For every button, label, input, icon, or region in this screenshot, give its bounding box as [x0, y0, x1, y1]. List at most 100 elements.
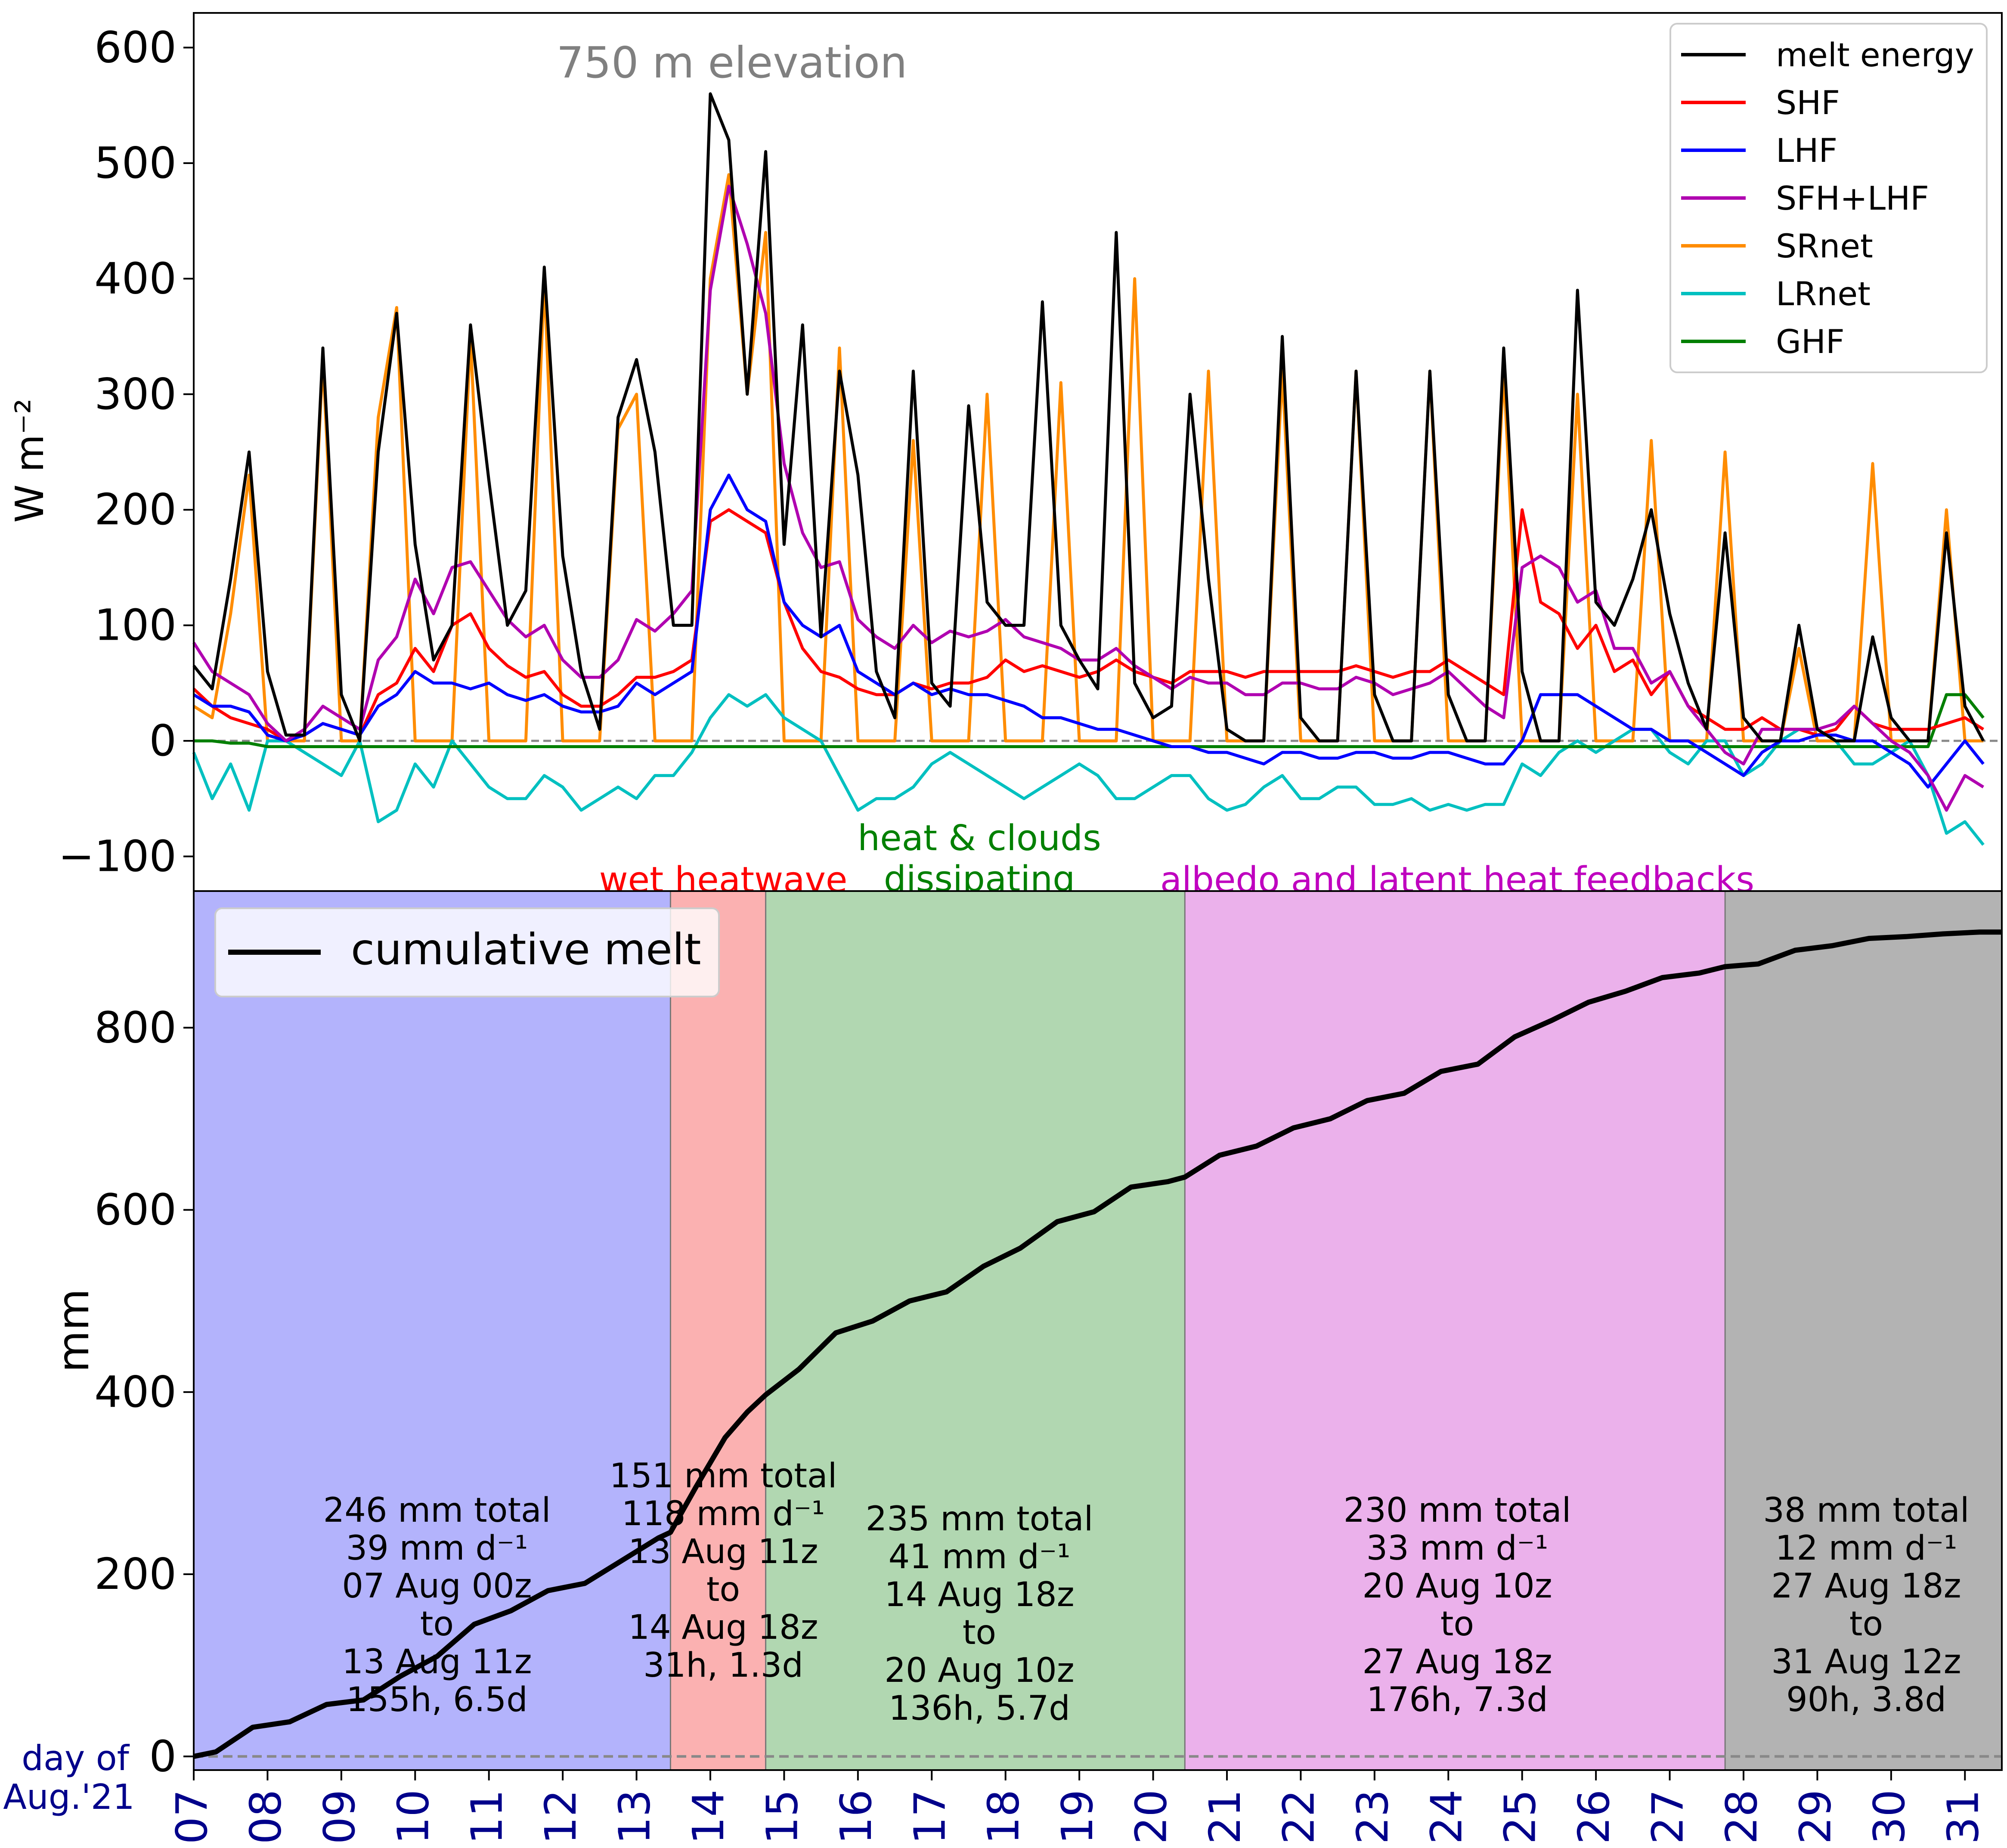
xtick-label: 10 [388, 1789, 438, 1844]
legend-top: melt energy SHF LHF SFH+LHF SRnet LRnet GHF [1669, 23, 1988, 373]
period-summary-line: 33 mm d⁻¹ [1366, 1529, 1549, 1568]
period-summary-line: 20 Aug 10z [1362, 1567, 1552, 1606]
xtick-label: 18 [979, 1789, 1029, 1844]
period-summary-line: 13 Aug 11z [342, 1643, 532, 1681]
period-summary-0: 246 mm total 39 mm d⁻¹ 07 Aug 00z to 13 Aug … [323, 1491, 551, 1719]
series-lrnet [192, 693, 1985, 846]
ytick-label-bottom: 400 [94, 1367, 177, 1417]
period-summary-line: to [706, 1570, 740, 1609]
bottom-frame [193, 890, 2003, 1771]
period-summary-line: 38 mm total [1763, 1491, 1969, 1530]
cumulative-melt-panel: 246 mm total 39 mm d⁻¹ 07 Aug 00z to 13 Aug … [3, 890, 2003, 1844]
ytick-label-bottom: 800 [94, 1002, 177, 1052]
period-summary-1: 151 mm total 118 mm d⁻¹ 13 Aug 11z to 14 Aug… [610, 1457, 837, 1685]
period-band-3 [1185, 891, 1725, 1770]
ytick-label-top: 300 [94, 369, 177, 419]
xtick-label: 07 [167, 1789, 217, 1844]
legend-label-cumulative-melt: cumulative melt [351, 924, 701, 975]
period-summary-line: 31 Aug 12z [1771, 1643, 1961, 1681]
xlabel-line-1: day of [22, 1738, 130, 1778]
period-summary-line: 07 Aug 00z [342, 1567, 532, 1606]
ytick-label-top: 500 [94, 138, 177, 188]
period-summary-line: to [963, 1613, 996, 1652]
xtick-label: 23 [1347, 1789, 1398, 1844]
period-summary-line: 155h, 6.5d [346, 1681, 527, 1719]
ytick-label-top: −100 [58, 831, 177, 881]
period-summary-line: 151 mm total [610, 1457, 837, 1495]
ytick-label-top: 0 [149, 715, 177, 766]
legend-box [214, 907, 720, 997]
ytick-label-bottom: 600 [94, 1185, 177, 1235]
period-summary-line: 41 mm d⁻¹ [889, 1538, 1071, 1576]
ytick-label-bottom: 200 [94, 1549, 177, 1599]
series-melt-energy [192, 92, 1985, 743]
xtick-label: 30 [1864, 1789, 1914, 1844]
series-sfh-lhf [192, 185, 1984, 812]
ytick-label-bottom: 0 [149, 1731, 177, 1781]
legend-label-ghf: GHF [1776, 322, 1845, 361]
xtick-label: 19 [1052, 1789, 1103, 1844]
ytick-label-top: 200 [94, 484, 177, 535]
legend-label-lhf: LHF [1776, 131, 1837, 170]
period-summary-line: 118 mm d⁻¹ [622, 1495, 825, 1533]
xtick-label: 14 [683, 1789, 734, 1844]
xlabel-line-2: Aug.'21 [3, 1777, 134, 1817]
xtick-label: 25 [1495, 1789, 1546, 1844]
period-summary-line: 136h, 5.7d [889, 1689, 1070, 1728]
period-summary-line: 14 Aug 18z [628, 1608, 818, 1647]
period-summary-line: 246 mm total [323, 1491, 551, 1530]
period-summary-2: 235 mm total 41 mm d⁻¹ 14 Aug 18z to 20 Aug … [866, 1500, 1093, 1728]
period-band-4 [1725, 891, 2002, 1770]
period-summary-line: 31h, 1.3d [643, 1646, 803, 1685]
xtick-label: 20 [1126, 1789, 1177, 1844]
xtick-label: 15 [757, 1789, 807, 1844]
legend-label-melt-energy: melt energy [1776, 36, 1974, 74]
period-summary-line: 176h, 7.3d [1366, 1681, 1548, 1719]
period-summary-line: to [420, 1605, 454, 1644]
period-summary-line: 14 Aug 18z [884, 1576, 1074, 1614]
xtick-label: 12 [536, 1789, 586, 1844]
xtick-label: 29 [1790, 1789, 1840, 1844]
xtick-label: 11 [462, 1789, 512, 1844]
period-summary-line: 12 mm d⁻¹ [1775, 1529, 1957, 1568]
legend-bottom: cumulative melt [214, 907, 720, 997]
period-summary-line: 235 mm total [866, 1500, 1093, 1538]
xtick-label: 31 [1938, 1789, 1988, 1844]
period-summary-line: 230 mm total [1344, 1491, 1571, 1530]
xtick-label: 17 [904, 1789, 955, 1844]
series-ghf [194, 693, 1985, 748]
period-band-0 [194, 891, 671, 1770]
series-cumulative-melt [193, 929, 2002, 1759]
legend-label-sfh-lhf: SFH+LHF [1776, 179, 1929, 217]
xtick-label: 28 [1716, 1789, 1767, 1844]
period-label-2: heat & clouds [858, 818, 1101, 859]
xtick-label: 16 [831, 1789, 881, 1844]
xtick-label: 13 [610, 1789, 660, 1844]
xtick-label: 21 [1200, 1789, 1250, 1844]
ytick-label-top: 600 [94, 22, 177, 73]
ylabel-bottom: mm [48, 1289, 99, 1373]
xtick-label: 09 [314, 1789, 365, 1844]
xtick-label: 27 [1643, 1789, 1693, 1844]
period-summary-line: to [1849, 1605, 1883, 1644]
legend-label-srnet: SRnet [1776, 227, 1873, 265]
chart-title: 750 m elevation [557, 37, 907, 88]
legend-label-shf: SHF [1776, 84, 1840, 122]
legend-box-top [1669, 23, 1988, 373]
xtick-label: 22 [1273, 1789, 1324, 1844]
period-summary-line: 27 Aug 18z [1771, 1567, 1961, 1606]
period-summary-line: to [1440, 1605, 1474, 1644]
period-summary-3: 230 mm total 33 mm d⁻¹ 20 Aug 10z to 27 Aug … [1344, 1491, 1571, 1719]
ytick-label-top: 100 [94, 600, 177, 650]
xtick-label: 24 [1421, 1789, 1471, 1844]
ytick-label-top: 400 [94, 253, 177, 303]
period-summary-line: 39 mm d⁻¹ [346, 1529, 528, 1568]
ylabel-top: W m⁻² [7, 399, 53, 523]
period-band-1 [670, 891, 766, 1770]
period-summary-line: 90h, 3.8d [1786, 1681, 1946, 1719]
legend-label-lrnet: LRnet [1776, 275, 1871, 313]
period-summary-line: 27 Aug 18z [1362, 1643, 1552, 1681]
series-lhf [193, 474, 1985, 789]
